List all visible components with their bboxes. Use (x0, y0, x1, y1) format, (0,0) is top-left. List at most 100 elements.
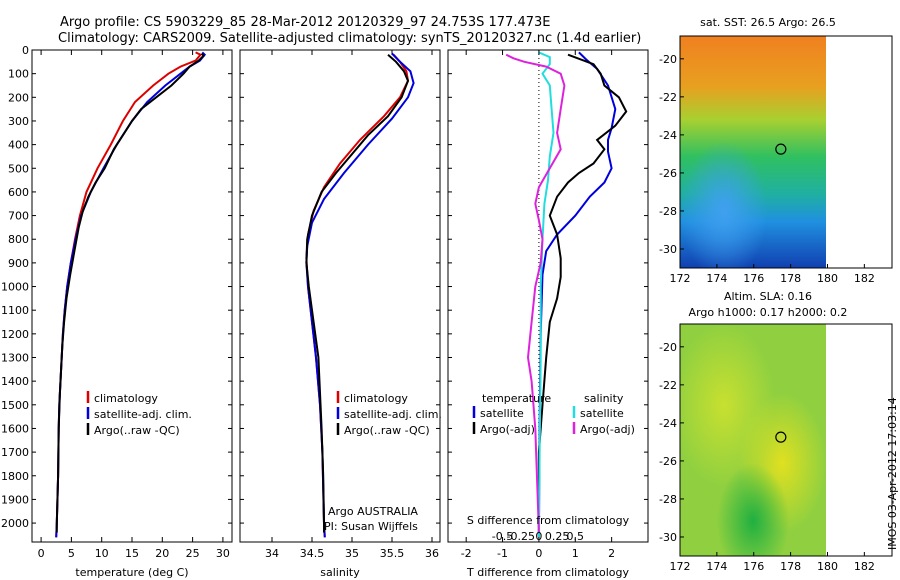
legend-header-temperature: temperature (482, 392, 551, 405)
sla-map-title-2: Argo h1000: 0.17 h2000: 0.2 (689, 306, 848, 319)
x-tick-label: 5 (68, 547, 75, 560)
series-line-argo-raw-qc- (305, 53, 410, 533)
x-tick-label: 10 (95, 547, 109, 560)
legend-label-climatology: climatology (94, 392, 158, 405)
imos-timestamp: IMOS 03-Apr-2012 17:03:14 (886, 397, 899, 550)
map-x-tick-label: 174 (706, 272, 727, 285)
sla-argo-location-marker (775, 431, 787, 443)
legend-label-climatology: climatology (344, 392, 408, 405)
y-tick-label: 700 (8, 210, 29, 223)
y-tick-label: 200 (8, 91, 29, 104)
salinity-axes-frame (239, 49, 441, 543)
x-tick-label: -1 (497, 547, 508, 560)
top-x-tick-label: 0.5 (567, 530, 585, 543)
series-line-climatology (305, 54, 410, 538)
legend-label-satellite: satellite-adj. clim. (94, 408, 192, 421)
x-tick-label: 15 (125, 547, 139, 560)
sst-argo-location-marker (775, 143, 787, 155)
salinity-legend: climatology satellite-adj. clim. Argo(..… (336, 391, 442, 437)
sla-map-frame (679, 323, 893, 557)
y-tick-label: 500 (8, 162, 29, 175)
map-y-tick-label: -22 (659, 91, 677, 104)
x-tick-label: 25 (186, 547, 200, 560)
map-y-tick-label: -28 (659, 493, 677, 506)
y-tick-label: 1200 (1, 328, 29, 341)
sst-map-land-mask (826, 36, 892, 268)
x-tick-label: 0 (38, 547, 45, 560)
sst-map-frame (679, 35, 893, 269)
map-y-tick-label: -26 (659, 455, 677, 468)
series-line-salinity-argo-adj- (505, 53, 566, 533)
y-tick-label: 1800 (1, 470, 29, 483)
x-tick-label: -2 (461, 547, 472, 560)
series-line-salinity-satellite (537, 51, 555, 538)
temperature-xlabel: temperature (deg C) (75, 566, 188, 579)
sst-map-title: sat. SST: 26.5 Argo: 26.5 (700, 16, 836, 29)
x-tick-label: 34 (265, 547, 279, 560)
map-x-tick-label: 180 (817, 560, 838, 573)
y-tick-label: 1700 (1, 446, 29, 459)
map-y-tick-label: -30 (659, 531, 677, 544)
legend-header-salinity: salinity (584, 392, 624, 405)
x-tick-label: 35 (345, 547, 359, 560)
temperature-axes-frame (31, 49, 233, 543)
difference-panel: -2 -1 0 1 2 -0.5-0.25 0 0.250.5 temperature sal… (447, 49, 649, 579)
y-tick-label: 1100 (1, 304, 29, 317)
x-tick-label: 36 (425, 547, 439, 560)
x-tick-label: 30 (216, 547, 230, 560)
temperature-ticks: 0 5 10 15 20 25 300100200300400500600700800900… (1, 44, 232, 560)
map-y-tick-label: -26 (659, 167, 677, 180)
series-line-temperature-argo-adj- (537, 53, 628, 533)
map-y-tick-label: -24 (659, 417, 677, 430)
legend-label-temp-satellite: satellite (480, 407, 524, 420)
map-x-tick-label: 182 (854, 560, 875, 573)
map-y-tick-label: -22 (659, 379, 677, 392)
map-x-tick-label: 182 (854, 272, 875, 285)
map-x-tick-label: 172 (670, 272, 691, 285)
difference-axes-frame (447, 49, 649, 543)
y-tick-label: 400 (8, 139, 29, 152)
map-y-tick-label: -24 (659, 129, 677, 142)
map-x-tick-label: 178 (780, 560, 801, 573)
x-tick-label: 0 (535, 547, 542, 560)
salinity-xlabel: salinity (320, 566, 360, 579)
legend-label-argo: Argo(..raw -QC) (94, 424, 180, 437)
y-tick-label: 900 (8, 257, 29, 270)
difference-series (505, 51, 628, 538)
series-line-temperature-satellite (537, 51, 617, 538)
legend-label-sal-satellite: satellite (580, 407, 624, 420)
top-x-tick-label: -0.25 (506, 530, 534, 543)
argo-institution-label: Argo AUSTRALIA (328, 505, 418, 518)
difference-legend: temperature salinity satellite Argo(-adj… (472, 392, 635, 436)
salinity-series (305, 52, 415, 538)
y-tick-label: 600 (8, 186, 29, 199)
y-tick-label: 0 (22, 44, 29, 57)
principal-investigator-label: PI: Susan Wijffels (324, 520, 418, 533)
series-line-argo-raw-qc- (55, 52, 205, 533)
map-y-tick-label: -28 (659, 205, 677, 218)
salinity-ticks: 34 34.5 35 35.5 36 (240, 49, 440, 560)
temperature-series (55, 51, 207, 538)
sla-map-land-mask (826, 324, 892, 556)
x-tick-label: 2 (608, 547, 615, 560)
y-tick-label: 1300 (1, 352, 29, 365)
temperature-legend: climatology satellite-adj. clim. Argo(..… (86, 391, 192, 437)
sst-map-cold-eddy (680, 36, 826, 268)
y-tick-label: 300 (8, 115, 29, 128)
map-x-tick-label: 174 (706, 560, 727, 573)
map-x-tick-label: 176 (743, 272, 764, 285)
sla-map-title-1: Altim. SLA: 0.16 (724, 290, 812, 303)
y-tick-label: 1500 (1, 399, 29, 412)
sst-map-panel: sat. SST: 26.5 Argo: 26.5 172 174 176 178 18… (659, 16, 893, 285)
y-tick-label: 1000 (1, 281, 29, 294)
difference-ticks: -2 -1 0 1 2 -0.5-0.25 0 0.250.5 (448, 49, 648, 560)
y-tick-label: 100 (8, 68, 29, 81)
map-y-tick-label: -20 (659, 53, 677, 66)
salinity-panel: 34 34.5 35 35.5 36 climatology satellite-adj… (239, 49, 442, 579)
title-line-1: Argo profile: CS 5903229_85 28-Mar-2012 … (60, 15, 550, 30)
sst-map-ticks: 172 174 176 178 180 182 -20 -22 -24 -26 -28 -30 (659, 53, 875, 285)
y-tick-label: 800 (8, 233, 29, 246)
legend-label-temp-argo: Argo(-adj) (480, 423, 535, 436)
legend-label-satellite: satellite-adj. clim. (344, 408, 442, 421)
